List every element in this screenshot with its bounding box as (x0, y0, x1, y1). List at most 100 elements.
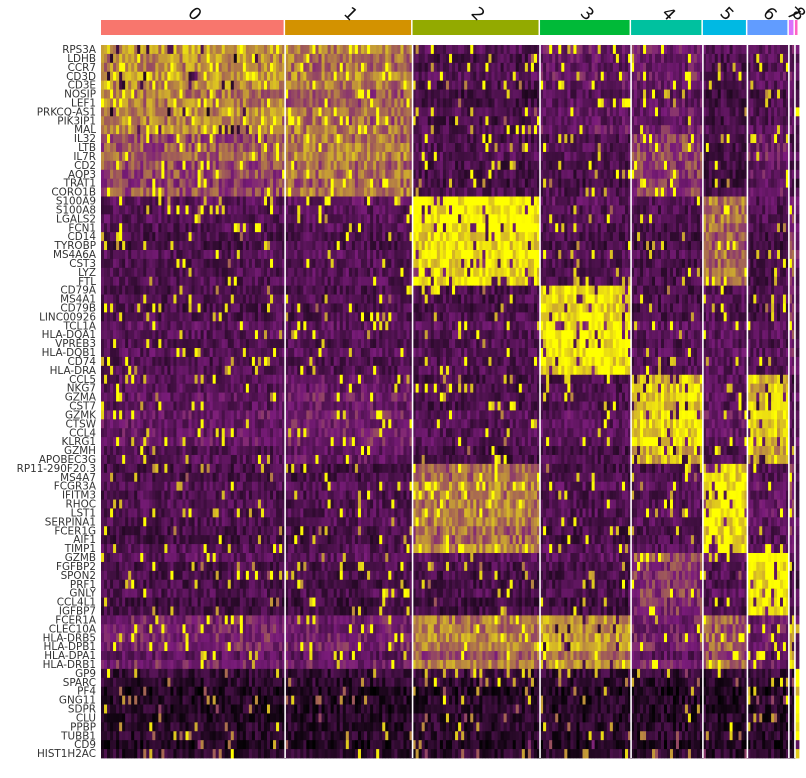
heatmap-cell (681, 45, 686, 55)
heatmap-cell (360, 196, 365, 206)
heatmap-cell (391, 116, 395, 126)
heatmap-cell (497, 89, 501, 99)
heatmap-cell (194, 205, 198, 215)
heatmap-cell (373, 214, 377, 224)
heatmap-cell (212, 151, 217, 162)
heatmap-cell (312, 214, 316, 224)
heatmap-cell (512, 89, 517, 99)
heatmap-cell (643, 71, 647, 82)
heatmap-cell (744, 116, 748, 126)
heatmap-cell (263, 232, 268, 242)
heatmap-cell (488, 45, 492, 55)
heatmap-cell (720, 169, 725, 180)
heatmap-cell (476, 223, 480, 233)
heatmap-cell (546, 53, 550, 64)
heatmap-cell (561, 107, 565, 117)
heatmap-cell (506, 45, 511, 55)
heatmap-cell (209, 187, 214, 197)
heatmap-cell (391, 45, 395, 55)
heatmap-cell (777, 80, 781, 90)
heatmap-cell (203, 196, 208, 206)
heatmap-cell (254, 80, 259, 90)
heatmap-cell (445, 205, 450, 215)
heatmap-cell (300, 62, 304, 73)
heatmap-cell (588, 151, 593, 162)
heatmap-cell (433, 98, 438, 108)
heatmap-cell (485, 178, 489, 188)
heatmap-cell (741, 80, 745, 90)
heatmap-cell (625, 223, 629, 233)
heatmap-cell (218, 134, 223, 144)
heatmap-cell (161, 45, 165, 55)
heatmap-cell (672, 143, 677, 153)
heatmap-cell (603, 205, 608, 215)
heatmap-cell (702, 80, 707, 90)
heatmap-cell (203, 214, 208, 224)
heatmap-cell (588, 98, 593, 108)
heatmap-cell (491, 45, 495, 55)
heatmap-cell (631, 53, 635, 64)
heatmap-cell (558, 143, 562, 153)
heatmap-cell (445, 80, 450, 90)
heatmap-cell (445, 45, 450, 55)
heatmap-cell (570, 45, 574, 55)
heatmap-cell (122, 160, 126, 171)
heatmap-row-CD3E (101, 80, 800, 90)
heatmap-cell (333, 143, 338, 153)
heatmap-cell (421, 151, 426, 162)
heatmap-cell (116, 214, 120, 224)
heatmap-cell (254, 223, 259, 233)
heatmap-cell (137, 53, 141, 64)
heatmap-cell (131, 223, 135, 233)
heatmap-cell (771, 89, 775, 99)
heatmap-cell (348, 45, 353, 55)
heatmap-cell (552, 71, 556, 82)
heatmap-cell (579, 116, 583, 126)
heatmap-cell (768, 71, 772, 82)
heatmap-cell (267, 80, 271, 90)
heatmap-row-LDHB (101, 53, 800, 64)
heatmap-cell (194, 223, 198, 233)
heatmap-cell (209, 178, 214, 188)
heatmap-cell (149, 151, 153, 162)
heatmap-cell (500, 125, 505, 135)
heatmap-cell (643, 98, 647, 108)
heatmap-cell (424, 178, 429, 188)
heatmap-cell (537, 116, 541, 126)
heatmap-cell (628, 134, 632, 144)
heatmap-cell (221, 71, 226, 82)
heatmap-cell (720, 98, 725, 108)
heatmap-cell (634, 53, 638, 64)
heatmap-cell (427, 151, 432, 162)
heatmap-cell (318, 223, 322, 233)
heatmap-cell (666, 98, 671, 108)
heatmap-cell (116, 160, 120, 171)
heatmap-cell (306, 151, 310, 162)
heatmap-cell (248, 98, 253, 108)
heatmap-cell (497, 98, 501, 108)
heatmap-cell (149, 89, 153, 99)
heatmap-cell (164, 98, 168, 108)
heatmap-cell (696, 71, 701, 82)
heatmap-cell (367, 71, 371, 82)
heatmap-cell (360, 151, 365, 162)
heatmap-cell (324, 178, 328, 188)
heatmap-cell (324, 214, 328, 224)
heatmap-cell (506, 205, 511, 215)
heatmap-cell (101, 53, 105, 64)
heatmap-cell (634, 107, 638, 117)
heatmap-cell (260, 143, 265, 153)
heatmap-cell (321, 80, 325, 90)
heatmap-cell (113, 125, 117, 135)
heatmap-cell (546, 178, 550, 188)
heatmap-cell (236, 196, 241, 206)
heatmap-cell (267, 116, 271, 126)
heatmap-cell (376, 178, 380, 188)
heatmap-cell (780, 98, 784, 108)
heatmap-cell (558, 214, 562, 224)
heatmap-cell (750, 151, 754, 162)
heatmap-cell (376, 98, 380, 108)
heatmap-cell (388, 232, 392, 242)
heatmap-cell (458, 62, 462, 73)
heatmap-cell (364, 187, 368, 197)
